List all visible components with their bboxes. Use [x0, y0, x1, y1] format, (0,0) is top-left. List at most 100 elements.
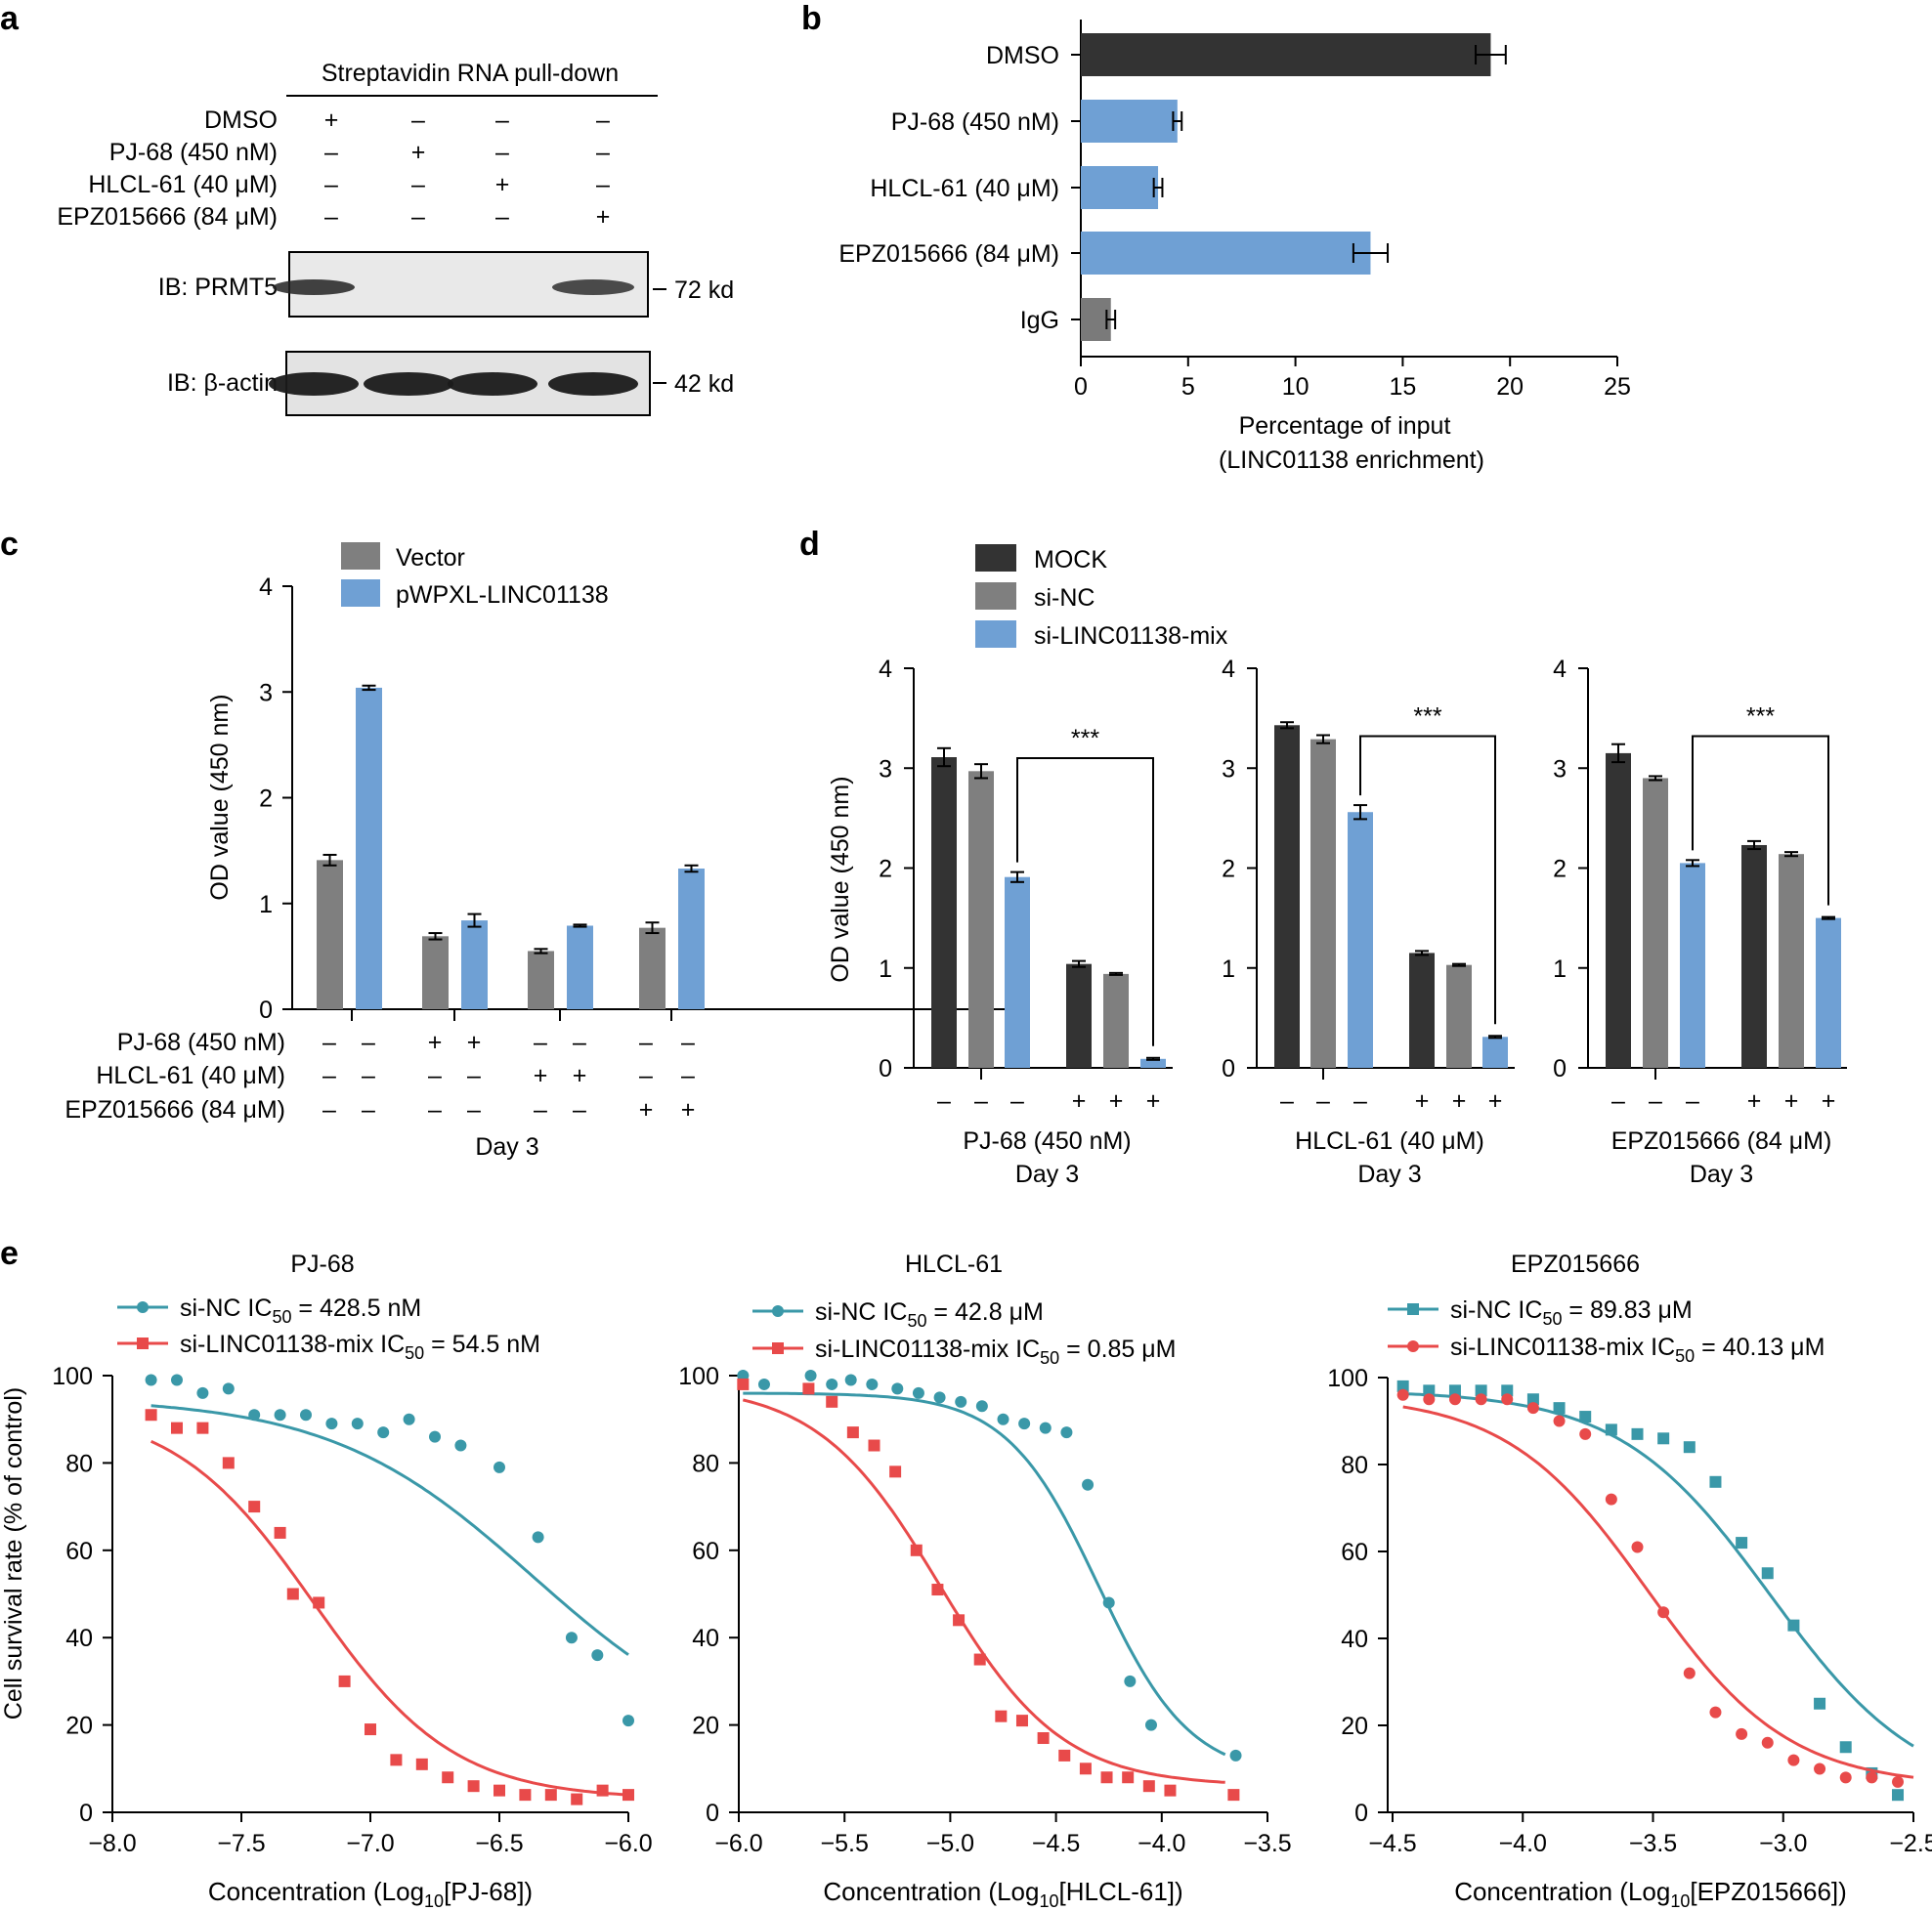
row-label: HLCL-61 (40 μM): [88, 171, 278, 198]
y-tick-label: 0: [706, 1800, 719, 1827]
data-point: [519, 1789, 532, 1802]
panel-letter: b: [801, 0, 822, 37]
chart-title: EPZ015666: [1511, 1251, 1640, 1278]
x-tick-label: −4.0: [1138, 1830, 1185, 1857]
bar: [461, 920, 488, 1009]
treatment-sign: +: [1452, 1087, 1467, 1115]
significance-bracket: [1016, 757, 1154, 1046]
treatment-sign: –: [534, 1029, 547, 1056]
x-tick-label: −7.5: [217, 1830, 265, 1857]
data-point: [1124, 1675, 1137, 1687]
data-point: [196, 1422, 209, 1434]
bar: [317, 860, 343, 1009]
treatment-sign: –: [324, 171, 338, 198]
y-tick-label: 80: [65, 1450, 93, 1477]
error-bar: [1353, 804, 1367, 821]
data-point: [826, 1395, 838, 1408]
condition-label: EPZ015666 (84 μM): [64, 1096, 285, 1124]
treatment-sign: +: [681, 1096, 696, 1124]
x-axis-label: Concentration (Log10[HLCL-61]): [823, 1877, 1182, 1911]
data-point: [591, 1649, 604, 1662]
prmt5-band: [273, 279, 355, 295]
treatment-sign: –: [322, 1096, 336, 1124]
y-tick-label: 0: [1354, 1800, 1368, 1827]
y-tick-label: 40: [692, 1625, 719, 1652]
data-point: [1683, 1441, 1696, 1454]
category-label: PJ-68 (450 nM): [891, 108, 1059, 136]
bar: [1606, 752, 1631, 1068]
bar: [639, 927, 665, 1009]
y-tick-label: 0: [1553, 1055, 1567, 1083]
data-point: [300, 1409, 312, 1422]
data-point: [1839, 1741, 1852, 1754]
legend-marker: [1407, 1303, 1419, 1315]
panel-letter: d: [799, 526, 820, 563]
bar: [1816, 917, 1841, 1068]
y-tick-label: 80: [1341, 1452, 1368, 1479]
treatment-sign: –: [681, 1062, 695, 1089]
y-tick-label: 4: [1553, 656, 1567, 683]
legend-marker: [772, 1342, 784, 1354]
data-point: [910, 1544, 923, 1556]
y-tick-label: 1: [259, 891, 273, 918]
data-point: [1501, 1393, 1514, 1406]
data-point: [1553, 1402, 1566, 1415]
treatment-sign: –: [681, 1029, 695, 1056]
y-axis-label: Cell survival rate (% of control): [0, 1387, 27, 1720]
error-bar: [1146, 1056, 1160, 1061]
y-axis-label: OD value (450 nm): [827, 776, 854, 982]
y-tick-label: 60: [1341, 1539, 1368, 1566]
x-axis-label: (LINC01138 enrichment): [1219, 446, 1484, 474]
y-tick-label: 100: [678, 1363, 719, 1390]
data-point: [351, 1418, 364, 1430]
legend-swatch: [341, 579, 380, 607]
data-point: [973, 1653, 986, 1666]
bar: [1066, 963, 1092, 1068]
data-point: [1037, 1732, 1050, 1745]
blot-label: IB: PRMT5: [158, 274, 278, 301]
fit-curve: [150, 1439, 629, 1797]
treatment-sign: –: [324, 203, 338, 231]
data-point: [454, 1439, 467, 1452]
data-point: [1814, 1762, 1826, 1775]
treatment-sign: +: [324, 106, 339, 134]
error-bar: [322, 853, 337, 867]
bar: [422, 936, 449, 1009]
data-point: [222, 1457, 235, 1469]
panel-a: a Streptavidin RNA pull-down DMSO + – – – PJ-68…: [0, 0, 734, 416]
y-tick-label: 3: [259, 679, 273, 706]
x-tick-label: −8.0: [88, 1830, 136, 1857]
error-bar: [1109, 971, 1123, 976]
y-tick-label: 20: [692, 1713, 719, 1740]
legend-swatch: [975, 582, 1016, 610]
x-tick-label: −4.5: [1032, 1830, 1080, 1857]
x-tick-label: −6.5: [475, 1830, 523, 1857]
treatment-sign: –: [411, 106, 425, 134]
bar: [1779, 854, 1804, 1068]
data-point: [1709, 1475, 1722, 1488]
data-point: [1396, 1388, 1409, 1401]
treatment-sign: –: [1686, 1087, 1699, 1115]
treatment-sign: +: [467, 1029, 482, 1056]
treatment-sign: –: [573, 1096, 586, 1124]
treatment-sign: +: [428, 1029, 443, 1056]
y-tick-label: 40: [1341, 1626, 1368, 1653]
x-tick-label: 10: [1282, 373, 1309, 401]
x-tick-label: −4.5: [1368, 1830, 1416, 1857]
data-point: [846, 1426, 859, 1439]
actin-band: [548, 372, 638, 396]
data-point: [415, 1758, 428, 1770]
y-tick-label: 1: [1553, 956, 1567, 983]
x-tick-label: −6.0: [714, 1830, 762, 1857]
legend-marker: [137, 1301, 149, 1313]
treatment-sign: –: [1649, 1087, 1662, 1115]
data-point: [1448, 1384, 1461, 1397]
blot-label: IB: β-actin: [167, 369, 278, 397]
bar: [1274, 725, 1300, 1068]
error-bar: [1747, 839, 1761, 851]
x-tick-label: 20: [1496, 373, 1524, 401]
data-point: [1058, 1749, 1071, 1762]
bar: [1005, 876, 1030, 1068]
data-point: [1122, 1771, 1135, 1784]
category-label: IgG: [1020, 307, 1059, 334]
